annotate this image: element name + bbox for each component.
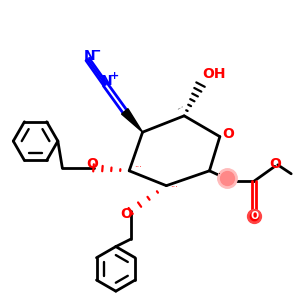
Text: O: O <box>86 157 98 171</box>
Text: ···: ··· <box>176 103 187 114</box>
Text: −: − <box>91 45 101 58</box>
Text: ···: ··· <box>214 171 221 177</box>
Text: N: N <box>83 49 95 63</box>
Text: O: O <box>269 157 281 171</box>
Polygon shape <box>122 109 142 132</box>
Text: ···: ··· <box>134 163 142 172</box>
Text: O: O <box>250 211 259 221</box>
Text: O: O <box>120 207 132 221</box>
Text: OH: OH <box>202 67 226 81</box>
Text: O: O <box>222 127 234 141</box>
Text: N: N <box>101 74 113 88</box>
Text: +: + <box>110 71 119 81</box>
Text: ···: ··· <box>170 183 178 192</box>
